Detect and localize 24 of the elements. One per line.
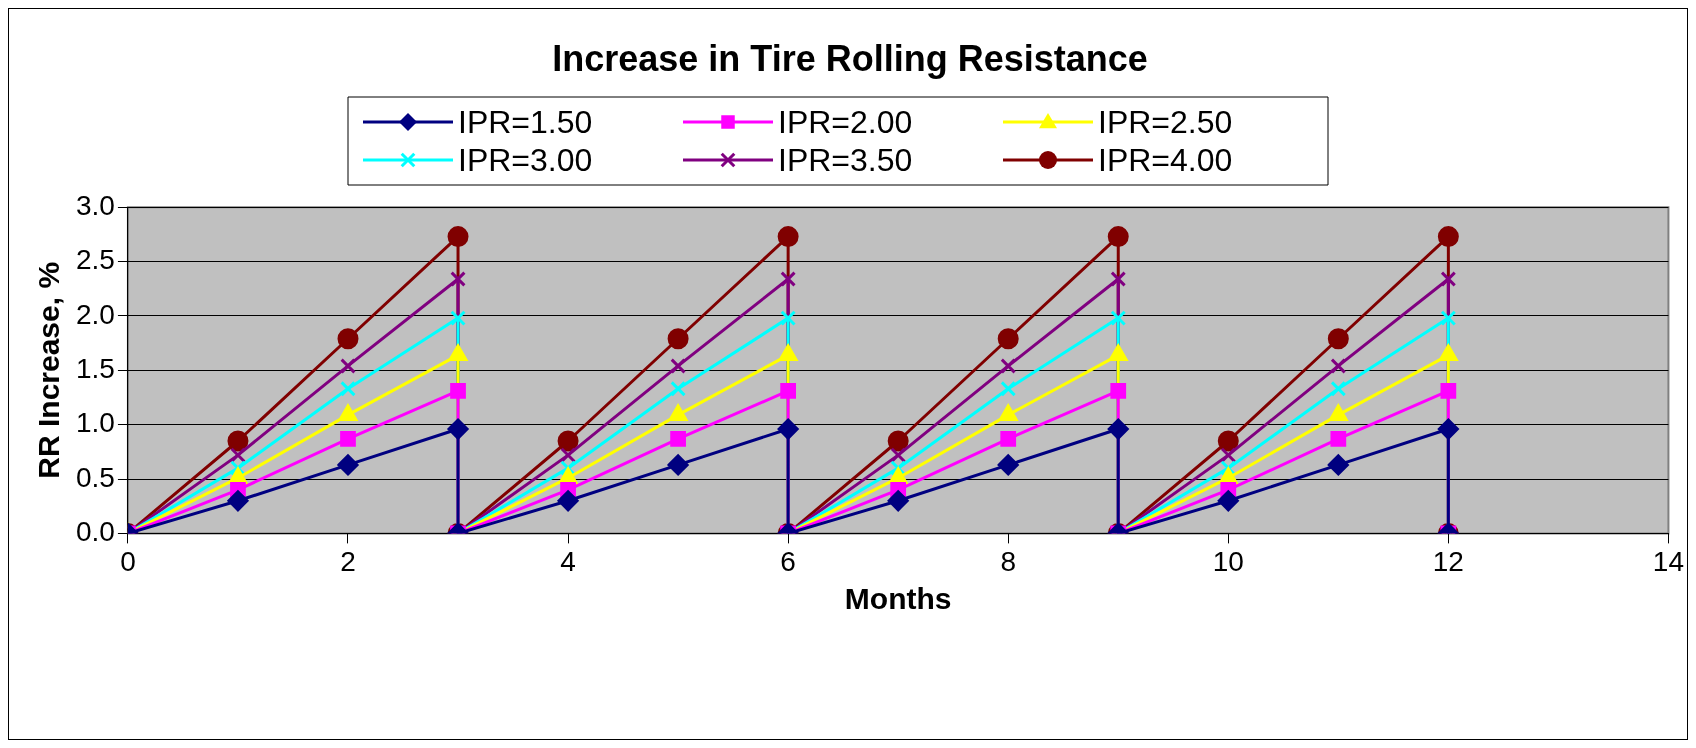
legend-label: IPR=2.00 [778,103,913,140]
legend-label: IPR=3.50 [778,141,913,178]
x-tick-label: 12 [1432,545,1464,577]
x-tick-label: 10 [1212,545,1244,577]
x-tick-label: 8 [1000,545,1016,577]
y-tick-label: 1.0 [75,407,115,439]
x-tick-label: 0 [120,545,136,577]
y-tick-label: 3.0 [75,189,115,221]
x-axis-title: Months [844,582,952,616]
y-tick-label: 0.0 [75,516,115,548]
y-tick-label: 2.5 [75,244,115,276]
y-tick-label: 0.5 [75,461,115,493]
legend-label: IPR=1.50 [458,103,593,140]
y-axis-title: RR Increase, % [32,261,66,479]
y-tick-label: 2.0 [75,298,115,330]
x-tick-label: 14 [1652,545,1685,577]
x-tick-label: 4 [560,545,576,577]
legend-label: IPR=3.00 [458,141,593,178]
legend-label: IPR=2.50 [1098,103,1233,140]
legend-label: IPR=4.00 [1098,141,1233,178]
y-tick-label: 1.5 [75,353,115,385]
x-tick-label: 2 [340,545,356,577]
x-tick-label: 6 [780,545,796,577]
chart-title: Increase in Tire Rolling Resistance [552,37,1148,79]
